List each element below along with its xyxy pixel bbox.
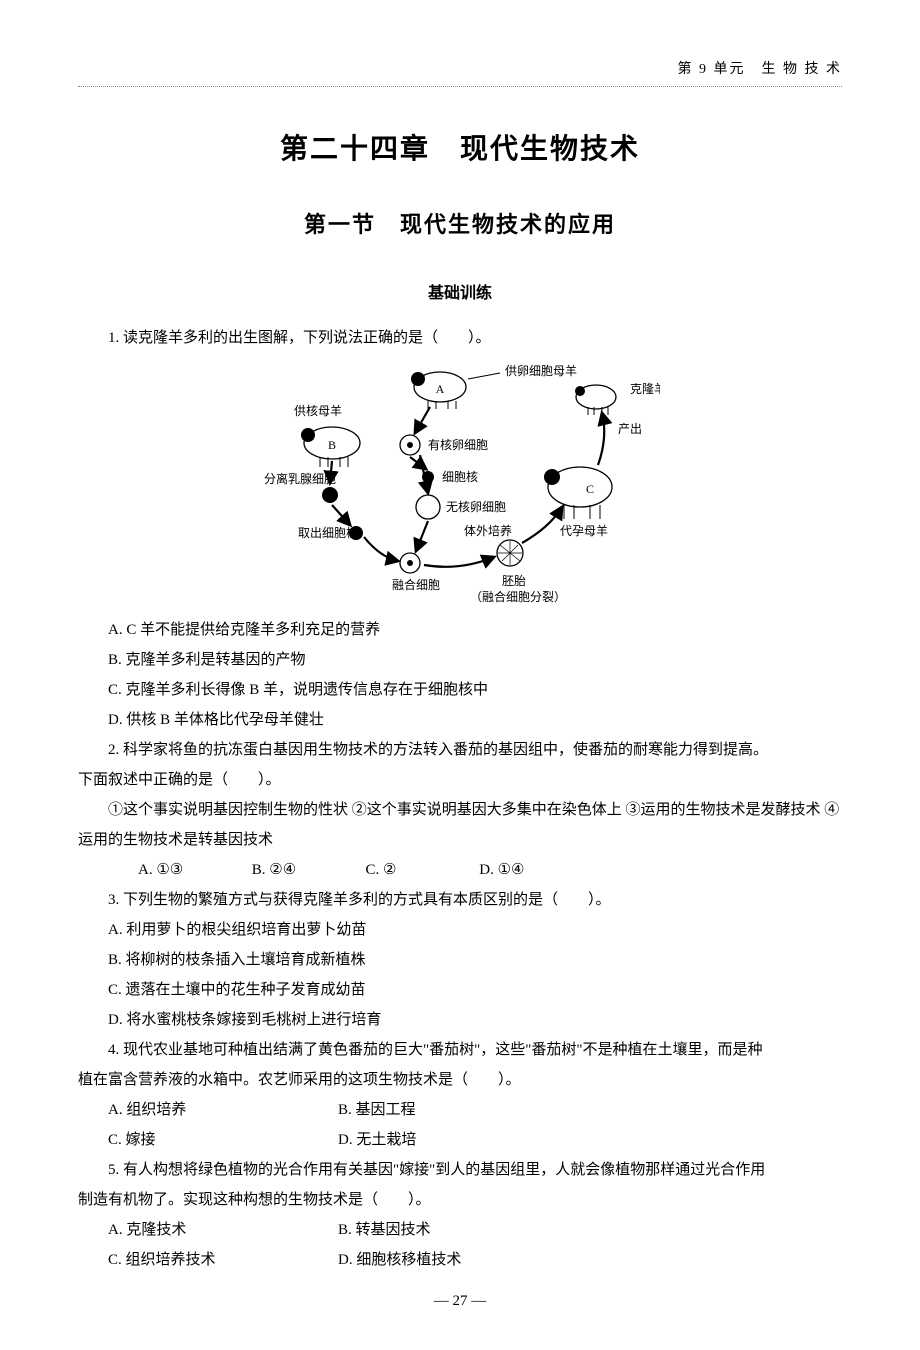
sheep-c-icon <box>544 467 612 519</box>
running-header: 第 9 单元 生 物 技 术 <box>78 58 842 78</box>
label-donor-egg-mother: 供卵细胞母羊 <box>505 363 577 378</box>
label-donor-nucleus-mother: 供核母羊 <box>294 403 342 418</box>
q2-option-b: B. ②④ <box>222 855 332 885</box>
label-birth: 产出 <box>618 422 642 436</box>
q1-option-b: B. 克隆羊多利是转基因的产物 <box>78 645 842 675</box>
q5-stem-a: 5. 有人构想将绿色植物的光合作用有关基因"嫁接"到人的基因组里，人就会像植物那… <box>78 1155 842 1185</box>
label-isolate-mammary: 分离乳腺细胞 <box>264 471 336 486</box>
q4-stem-a: 4. 现代农业基地可种植出结满了黄色番茄的巨大"番茄树"，这些"番茄树"不是种植… <box>78 1035 842 1065</box>
section-title: 第一节 现代生物技术的应用 <box>78 207 842 239</box>
chapter-title: 第二十四章 现代生物技术 <box>78 127 842 167</box>
q3-option-a: A. 利用萝卜的根尖组织培育出萝卜幼苗 <box>78 915 842 945</box>
q2-option-d: D. ①④ <box>449 855 559 885</box>
q1-option-c: C. 克隆羊多利长得像 B 羊，说明遗传信息存在于细胞核中 <box>78 675 842 705</box>
label-embryo: 胚胎 <box>502 574 526 588</box>
q1-option-a: A. C 羊不能提供给克隆羊多利充足的营养 <box>78 615 842 645</box>
label-clone-sheep: 克隆羊 <box>630 381 660 396</box>
q4-option-b: B. 基因工程 <box>308 1095 538 1125</box>
label-fused-cell: 融合细胞 <box>392 577 440 592</box>
q5-option-a: A. 克隆技术 <box>78 1215 308 1245</box>
q3-stem: 3. 下列生物的繁殖方式与获得克隆羊多利的方式具有本质区别的是（ ）。 <box>78 885 842 915</box>
header-rule <box>78 86 842 87</box>
label-surrogate-mother: 代孕母羊 <box>560 523 608 538</box>
q4-option-a: A. 组织培养 <box>78 1095 308 1125</box>
clone-sheep-icon <box>575 385 616 415</box>
q2-option-a: A. ①③ <box>108 855 218 885</box>
q4-option-c: C. 嫁接 <box>78 1125 308 1155</box>
page: 第 9 单元 生 物 技 术 第二十四章 现代生物技术 第一节 现代生物技术的应… <box>0 0 920 1350</box>
q3-option-d: D. 将水蜜桃枝条嫁接到毛桃树上进行培育 <box>78 1005 842 1035</box>
dolly-figure: A 供卵细胞母羊 B 供核母羊 <box>260 357 660 605</box>
q3-option-b: B. 将柳树的枝条插入土壤培育成新植株 <box>78 945 842 975</box>
label-nucleus: 细胞核 <box>442 470 478 484</box>
subheading: 基础训练 <box>78 279 842 303</box>
q3-option-c: C. 遗落在土壤中的花生种子发育成幼苗 <box>78 975 842 1005</box>
enucleated-egg-icon <box>416 495 440 519</box>
q2-stem-a: 2. 科学家将鱼的抗冻蛋白基因用生物技术的方法转入番茄的基因组中，使番茄的耐寒能… <box>78 735 842 765</box>
q1-stem: 1. 读克隆羊多利的出生图解，下列说法正确的是（ ）。 <box>78 323 842 353</box>
q2-list: ①这个事实说明基因控制生物的性状 ②这个事实说明基因大多集中在染色体上 ③运用的… <box>78 795 842 855</box>
q5-option-b: B. 转基因技术 <box>308 1215 538 1245</box>
q5-options-row2: C. 组织培养技术 D. 细胞核移植技术 <box>78 1245 842 1275</box>
label-B: B <box>328 438 336 452</box>
q5-stem-b: 制造有机物了。实现这种构想的生物技术是（ ）。 <box>78 1185 842 1215</box>
mammary-cell-icon <box>322 487 338 503</box>
q2-option-c: C. ② <box>336 855 446 885</box>
q4-options-row1: A. 组织培养 B. 基因工程 <box>78 1095 842 1125</box>
label-nucleated-egg: 有核卵细胞 <box>428 438 488 452</box>
q4-stem-b: 植在富含营养液的水箱中。农艺师采用的这项生物技术是（ ）。 <box>78 1065 842 1095</box>
q4-options-row2: C. 嫁接 D. 无土栽培 <box>78 1125 842 1155</box>
q5-option-c: C. 组织培养技术 <box>78 1245 308 1275</box>
q1-option-d: D. 供核 B 羊体格比代孕母羊健壮 <box>78 705 842 735</box>
label-fused-cell-divides: （融合细胞分裂） <box>470 589 566 604</box>
label-C: C <box>586 482 594 496</box>
q5-option-d: D. 细胞核移植技术 <box>308 1245 538 1275</box>
q2-stem-b: 下面叙述中正确的是（ ）。 <box>78 765 842 795</box>
q5-options-row1: A. 克隆技术 B. 转基因技术 <box>78 1215 842 1245</box>
label-in-vitro: 体外培养 <box>464 523 512 538</box>
label-enucleated-egg: 无核卵细胞 <box>446 500 506 514</box>
dolly-diagram-svg: A 供卵细胞母羊 B 供核母羊 <box>260 357 660 605</box>
label-A: A <box>436 382 445 396</box>
label-remove-nucleus: 取出细胞核 <box>298 526 358 540</box>
q2-options: A. ①③ B. ②④ C. ② D. ①④ <box>78 855 842 885</box>
body-text: 1. 读克隆羊多利的出生图解，下列说法正确的是（ ）。 A <box>78 323 842 1275</box>
page-number: — 27 — <box>78 1293 842 1310</box>
q4-option-d: D. 无土栽培 <box>308 1125 538 1155</box>
